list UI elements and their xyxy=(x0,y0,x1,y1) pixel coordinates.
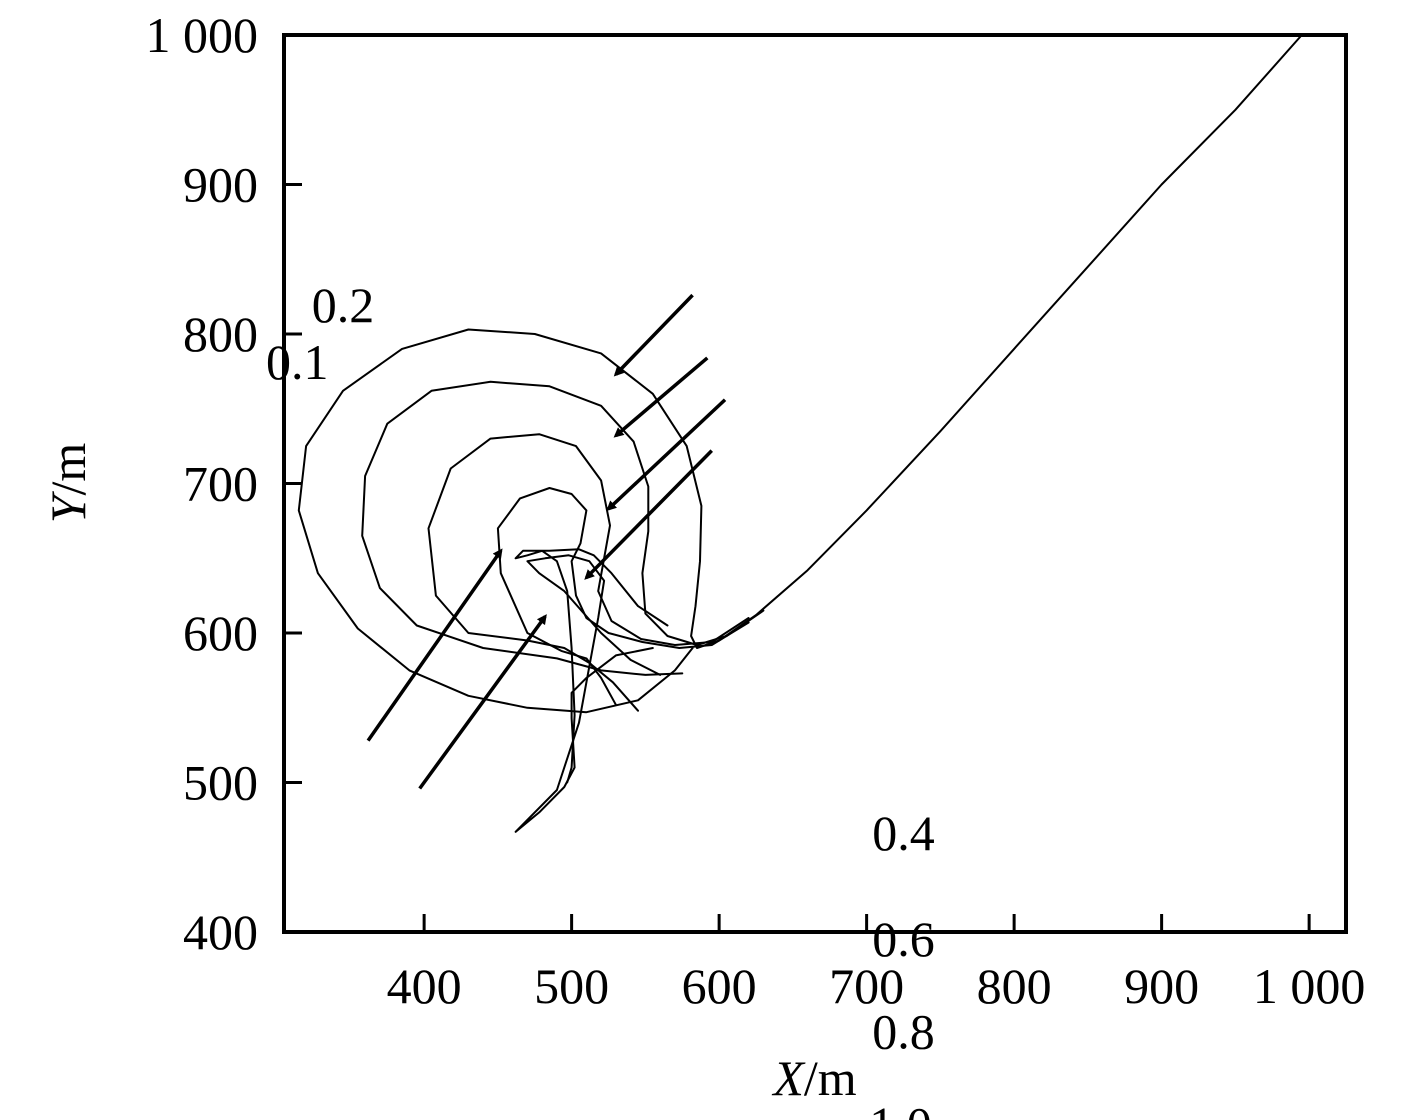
annotation-layer: 1.0 0.8 0.6 0.4 0.20.1 xyxy=(266,277,935,1120)
series-arrow xyxy=(584,449,713,580)
x-axis: 400 500 600 700 800 900 1 000 xyxy=(387,914,1366,1014)
series-line xyxy=(514,548,669,784)
series-label: 0.8 xyxy=(872,1004,935,1060)
x-tick-label: 700 xyxy=(829,958,904,1014)
series-arrow xyxy=(613,293,694,377)
x-tick-label: 600 xyxy=(682,958,757,1014)
x-tick-label: 500 xyxy=(534,958,609,1014)
series-line xyxy=(514,554,662,833)
series-label: 0.2 xyxy=(312,277,375,333)
series-layer xyxy=(297,34,1303,833)
series-arrow xyxy=(418,614,547,790)
series-label: 0.6 xyxy=(872,911,935,967)
series-line xyxy=(361,380,765,676)
series-arrow xyxy=(606,398,727,511)
series-line xyxy=(496,487,750,706)
x-tick-label: 900 xyxy=(1124,958,1199,1014)
series-label: 0.4 xyxy=(872,805,935,861)
y-tick-label: 400 xyxy=(183,904,258,960)
y-axis-title: Y/m xyxy=(40,443,96,524)
y-tick-label: 700 xyxy=(183,456,258,512)
x-tick-label: 400 xyxy=(387,958,462,1014)
y-axis: 400 500 600 700 800 900 1 000 xyxy=(146,7,302,960)
series-label: 1.0 xyxy=(869,1096,932,1120)
x-tick-label: 800 xyxy=(977,958,1052,1014)
y-tick-label: 1 000 xyxy=(146,7,259,63)
x-axis-title: X/m xyxy=(771,1050,856,1106)
x-tick-label: 1 000 xyxy=(1253,958,1366,1014)
y-tick-label: 800 xyxy=(183,306,258,362)
y-tick-label: 900 xyxy=(183,157,258,213)
series-arrow xyxy=(613,356,709,438)
plot-frame xyxy=(282,33,1348,934)
y-tick-label: 600 xyxy=(183,605,258,661)
series-line xyxy=(297,34,1303,714)
series-label: 0.1 xyxy=(266,334,329,390)
series-arrow xyxy=(366,548,503,742)
y-tick-label: 500 xyxy=(183,755,258,811)
